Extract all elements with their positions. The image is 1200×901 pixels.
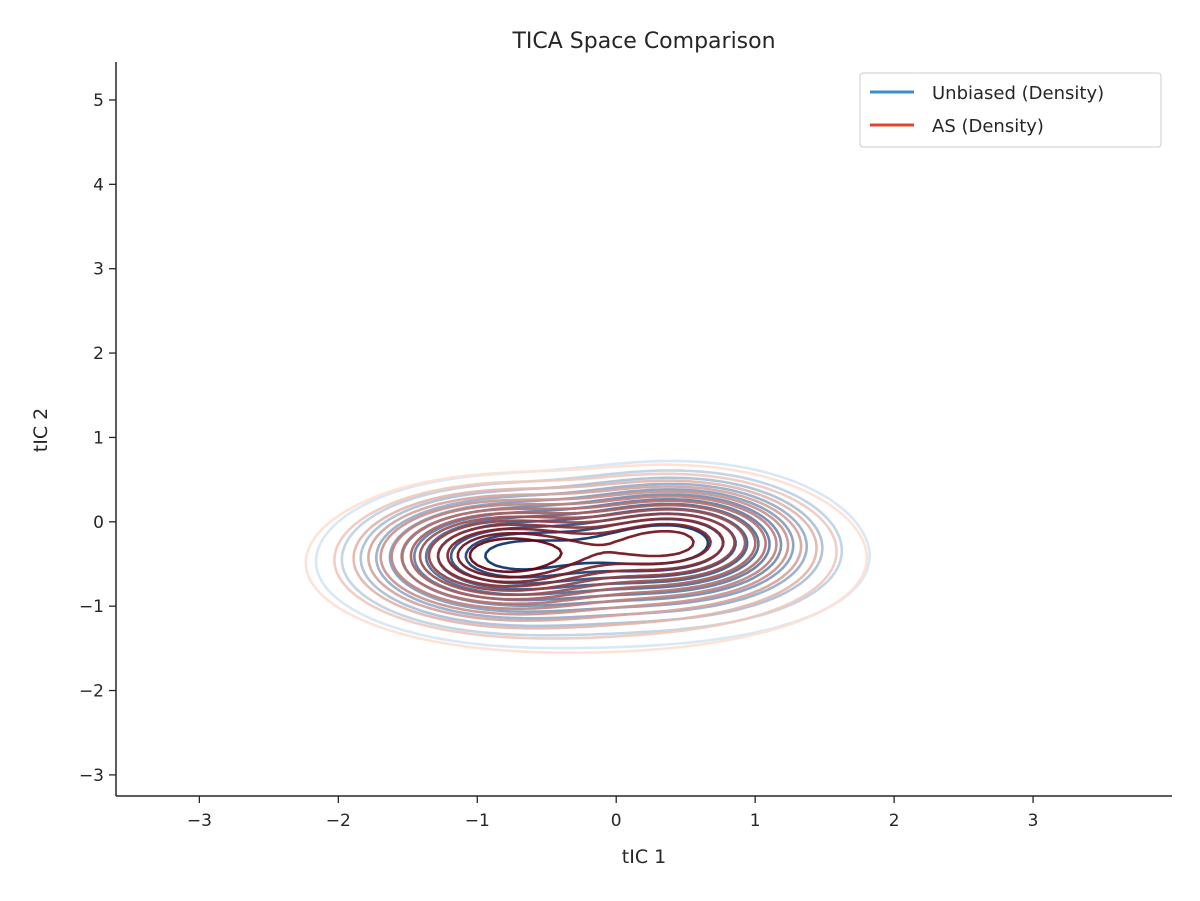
contour-as-level-2	[333, 472, 838, 640]
contour-as-level-8	[409, 503, 757, 601]
x-tick-label: 3	[1028, 811, 1039, 831]
y-tick-label: −1	[79, 597, 104, 617]
x-tick-label: 1	[750, 811, 761, 831]
chart-title: TICA Space Comparison	[511, 29, 775, 54]
y-tick-label: 4	[93, 175, 104, 195]
x-tick-label: 0	[611, 811, 622, 831]
y-tick-label: −3	[79, 766, 104, 786]
contour-as-level-5	[379, 490, 790, 616]
legend-label-unbiased: Unbiased (Density)	[932, 83, 1104, 104]
contour-as-level-11	[436, 517, 725, 588]
y-tick-label: 1	[93, 428, 104, 448]
legend: Unbiased (Density) AS (Density)	[859, 72, 1162, 148]
contour-as-level-7	[400, 499, 767, 606]
y-tick-label: 2	[93, 344, 104, 364]
contour-as-level-13	[456, 529, 695, 579]
y-tick-label: −2	[79, 682, 104, 702]
x-tick-label: 2	[889, 811, 900, 831]
x-tick-label: −1	[465, 811, 490, 831]
contour-layer	[304, 459, 871, 654]
y-axis-label: tIC 2	[30, 408, 52, 452]
x-axis-label: tIC 1	[622, 846, 666, 868]
legend-box	[859, 72, 1162, 148]
legend-label-as: AS (Density)	[932, 116, 1044, 137]
y-ticks: −3 −2 −1 0 1 2 3 4 5	[79, 91, 116, 786]
contour-as-level-10	[427, 512, 736, 592]
x-ticks: −3 −2 −1 0 1 2 3	[187, 796, 1039, 831]
contour-as-level-6	[390, 495, 778, 610]
contour-as-level-4	[367, 485, 803, 622]
contour-as-level-9	[418, 508, 747, 597]
y-tick-label: 5	[93, 91, 104, 111]
y-tick-label: 0	[93, 513, 104, 533]
axes	[115, 62, 1172, 797]
contour-as-level-1	[304, 463, 869, 654]
x-tick-label: −2	[326, 811, 351, 831]
x-tick-label: −3	[187, 811, 212, 831]
contour-as-level-12	[446, 522, 712, 584]
y-tick-label: 3	[93, 260, 104, 280]
contour-as-level-14	[468, 537, 563, 574]
contour-as-level-3	[352, 479, 818, 630]
